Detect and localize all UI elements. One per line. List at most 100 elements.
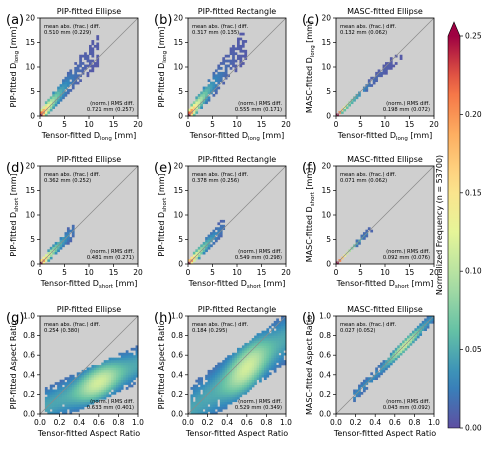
- heatmap-cell: [130, 379, 134, 383]
- heatmap-cell: [234, 52, 238, 56]
- heatmap-cell: [237, 350, 240, 354]
- heatmap-cell: [375, 374, 378, 378]
- heatmap-cell: [54, 411, 58, 415]
- x-axis-label: Tensor-fitted Dlong [mm]: [41, 131, 137, 142]
- heatmap-cell: [268, 352, 272, 356]
- heatmap-cell: [108, 389, 112, 393]
- heatmap-cell: [222, 372, 226, 376]
- heatmap-cell: [251, 382, 255, 385]
- panel-letter: (f): [302, 161, 317, 176]
- heatmap-cell: [249, 374, 252, 378]
- heatmap-cell: [207, 374, 211, 378]
- heatmap-cell: [207, 96, 211, 100]
- heatmap-cell: [69, 391, 73, 395]
- heatmap-cell: [210, 404, 213, 407]
- x-tick-label: 0.8: [260, 418, 272, 427]
- x-tick-label: 5: [358, 268, 363, 277]
- heatmap-cell: [244, 360, 248, 363]
- heatmap-cell: [66, 389, 70, 393]
- y-axis-label: MASC-fitted Aspect Ratio: [305, 315, 314, 415]
- heatmap-cell: [214, 411, 218, 415]
- heatmap-cell: [276, 340, 279, 344]
- heatmap-cell: [76, 396, 80, 400]
- heatmap-cell: [362, 387, 366, 390]
- heatmap-cell: [212, 241, 216, 245]
- y-tick-label: 10: [321, 211, 331, 220]
- y-tick-label: 0.0: [23, 410, 35, 419]
- stats-top-value: 0.362 mm (0.252): [44, 178, 91, 184]
- heatmap-cell: [113, 369, 117, 373]
- heatmap-cell: [271, 357, 275, 361]
- heatmap-cell: [57, 89, 60, 92]
- x-axis-label: Tensor-fitted Aspect Ratio: [185, 429, 288, 438]
- heatmap-cell: [278, 365, 282, 368]
- heatmap-cell: [103, 394, 107, 398]
- heatmap-cell: [81, 399, 85, 403]
- heatmap-cell: [224, 59, 228, 63]
- heatmap-cell: [118, 384, 122, 388]
- heatmap-cell: [431, 320, 435, 324]
- heatmap-cell: [355, 394, 359, 398]
- heatmap-cell: [207, 372, 211, 376]
- x-axis-label: Tensor-fitted Dshort [mm]: [336, 279, 434, 290]
- heatmap-cell: [234, 357, 238, 361]
- heatmap-cell: [120, 382, 124, 385]
- heatmap-cell: [246, 372, 250, 376]
- heatmap-cell: [59, 246, 63, 250]
- heatmap-cell: [205, 387, 208, 390]
- heatmap-cell: [190, 399, 194, 403]
- heatmap-cell: [113, 365, 117, 368]
- heatmap-cell: [266, 362, 270, 366]
- heatmap-cell: [429, 320, 432, 324]
- x-tick-label: 20: [429, 120, 439, 129]
- heatmap-cell: [205, 404, 208, 407]
- heatmap-cell: [103, 396, 107, 400]
- heatmap-cell: [278, 357, 282, 361]
- heatmap-cell: [210, 369, 213, 373]
- x-tick-label: 0.4: [73, 418, 85, 427]
- heatmap-cell: [123, 362, 127, 366]
- heatmap-cell: [106, 365, 109, 368]
- heatmap-cell: [91, 69, 95, 73]
- heatmap-cell: [101, 377, 104, 380]
- heatmap-cell: [254, 362, 257, 366]
- heatmap-cell: [89, 382, 92, 385]
- stats-bottom-value: 0.481 mm (0.271): [87, 255, 134, 261]
- heatmap-cell: [52, 103, 55, 107]
- heatmap-cell: [47, 101, 51, 105]
- heatmap-cell: [113, 382, 117, 385]
- heatmap-cell: [123, 374, 127, 378]
- heatmap-cell: [271, 355, 275, 358]
- heatmap-cell: [47, 399, 51, 403]
- heatmap-cell: [210, 409, 213, 412]
- heatmap-cell: [239, 350, 243, 354]
- heatmap-cell: [210, 372, 213, 376]
- heatmap-cell: [375, 79, 378, 82]
- heatmap-cell: [64, 86, 68, 90]
- heatmap-cell: [217, 79, 221, 82]
- heatmap-cell: [96, 365, 100, 368]
- heatmap-cell: [69, 409, 73, 412]
- heatmap-cell: [239, 37, 243, 41]
- heatmap-cell: [251, 372, 255, 376]
- heatmap-cell: [232, 387, 235, 390]
- heatmap-cell: [96, 399, 100, 403]
- heatmap-cell: [360, 382, 364, 385]
- heatmap-cell: [254, 360, 257, 363]
- stats-bottom-label: (norm.) RMS diff.: [238, 399, 282, 405]
- heatmap-cell: [62, 84, 65, 87]
- heatmap-cell: [96, 394, 100, 398]
- heatmap-cell: [281, 323, 284, 327]
- colorbar-extend-arrow: [448, 22, 460, 36]
- heatmap-cell: [271, 352, 275, 356]
- heatmap-cell: [234, 396, 238, 400]
- heatmap-cell: [210, 396, 213, 400]
- heatmap-cell: [237, 47, 240, 51]
- heatmap-cell: [229, 401, 233, 405]
- heatmap-cell: [249, 365, 252, 368]
- heatmap-cell: [101, 396, 104, 400]
- heatmap-cell: [128, 352, 131, 356]
- heatmap-cell: [365, 86, 369, 90]
- heatmap-cell: [103, 384, 107, 388]
- heatmap-cell: [190, 387, 194, 390]
